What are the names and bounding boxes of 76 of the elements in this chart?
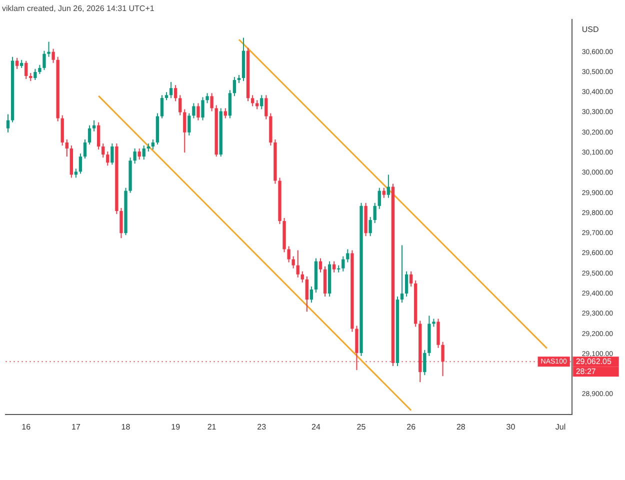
text: 29,062.05: [576, 356, 612, 366]
candlestick: [24, 60, 28, 80]
x-tick-label: 17: [71, 422, 81, 432]
candlestick: [300, 270, 304, 283]
candlestick: [97, 122, 100, 150]
candlestick: [65, 138, 68, 158]
chart-title: viklam created, Jun 26, 2026 14:31 UTC+1: [2, 4, 155, 14]
candlestick: [196, 102, 200, 121]
candlestick: [169, 82, 173, 99]
candlestick: [47, 41, 50, 58]
candlestick: [260, 94, 264, 110]
candlestick: [409, 270, 413, 287]
candlestick: [34, 68, 37, 81]
candlestick: [120, 207, 123, 239]
x-tick-label: 19: [171, 422, 181, 432]
candlestick: [373, 202, 376, 224]
candlestick: [378, 187, 381, 210]
x-tick-label: 25: [356, 422, 366, 432]
candlestick: [192, 102, 196, 119]
candlestick: [264, 94, 268, 120]
candlestick: [346, 248, 350, 263]
x-tick-label: 30: [506, 422, 516, 432]
candlestick: [342, 256, 345, 272]
x-tick-label: 28: [456, 422, 466, 432]
candlestick: [310, 286, 314, 304]
candlestick: [102, 142, 105, 158]
candlestick: [92, 120, 96, 132]
candlestick: [210, 92, 214, 112]
x-tick-label: 18: [121, 422, 131, 432]
candlestick: [133, 148, 136, 164]
candlestick: [6, 114, 10, 133]
candlestick: [201, 96, 204, 121]
x-tick-label: 24: [312, 422, 321, 432]
candlestick: [436, 318, 440, 348]
candlestick: [404, 270, 408, 298]
candlestick: [332, 260, 336, 273]
candlestick: [74, 168, 78, 178]
x-tick-label: Jul: [555, 422, 566, 432]
candlestick: [188, 112, 191, 136]
candlestick: [15, 57, 19, 70]
candlestick: [400, 244, 404, 304]
x-tick-label: 23: [257, 422, 267, 432]
candlestick: [250, 94, 254, 107]
candlestick: [232, 76, 236, 97]
candlestick: [206, 92, 209, 104]
text: 28:27: [576, 366, 596, 376]
candlestick: [38, 64, 42, 74]
candlestick: [228, 90, 232, 119]
x-tick-label: 26: [406, 422, 416, 432]
candlestick: [42, 50, 46, 70]
candlestick: [256, 100, 259, 110]
candlestick: [183, 108, 186, 154]
candlestick: [318, 258, 322, 273]
candlestick: [142, 144, 146, 160]
candlestick: [52, 48, 55, 64]
candlestick: [106, 151, 110, 166]
candlestick: [83, 138, 87, 160]
candlestick: [423, 349, 426, 376]
candlestick: [138, 148, 141, 160]
candlestick: [292, 256, 295, 269]
candlestick: [78, 153, 82, 174]
candlestick: [368, 216, 372, 237]
candlestick: [160, 94, 164, 119]
candlestick: [151, 138, 155, 150]
candlestick: [88, 124, 92, 145]
x-tick-label: 21: [207, 422, 217, 432]
candlestick: [178, 94, 182, 116]
candlestick: [382, 187, 386, 198]
candlestick: [174, 84, 178, 102]
candlestick: [305, 276, 308, 312]
candlestick: [296, 250, 300, 278]
y-axis-title: USD: [582, 25, 599, 34]
candlestick: [287, 246, 290, 263]
x-tick-label: 16: [22, 422, 32, 432]
candlestick: [386, 174, 390, 198]
candlestick: [110, 142, 114, 166]
